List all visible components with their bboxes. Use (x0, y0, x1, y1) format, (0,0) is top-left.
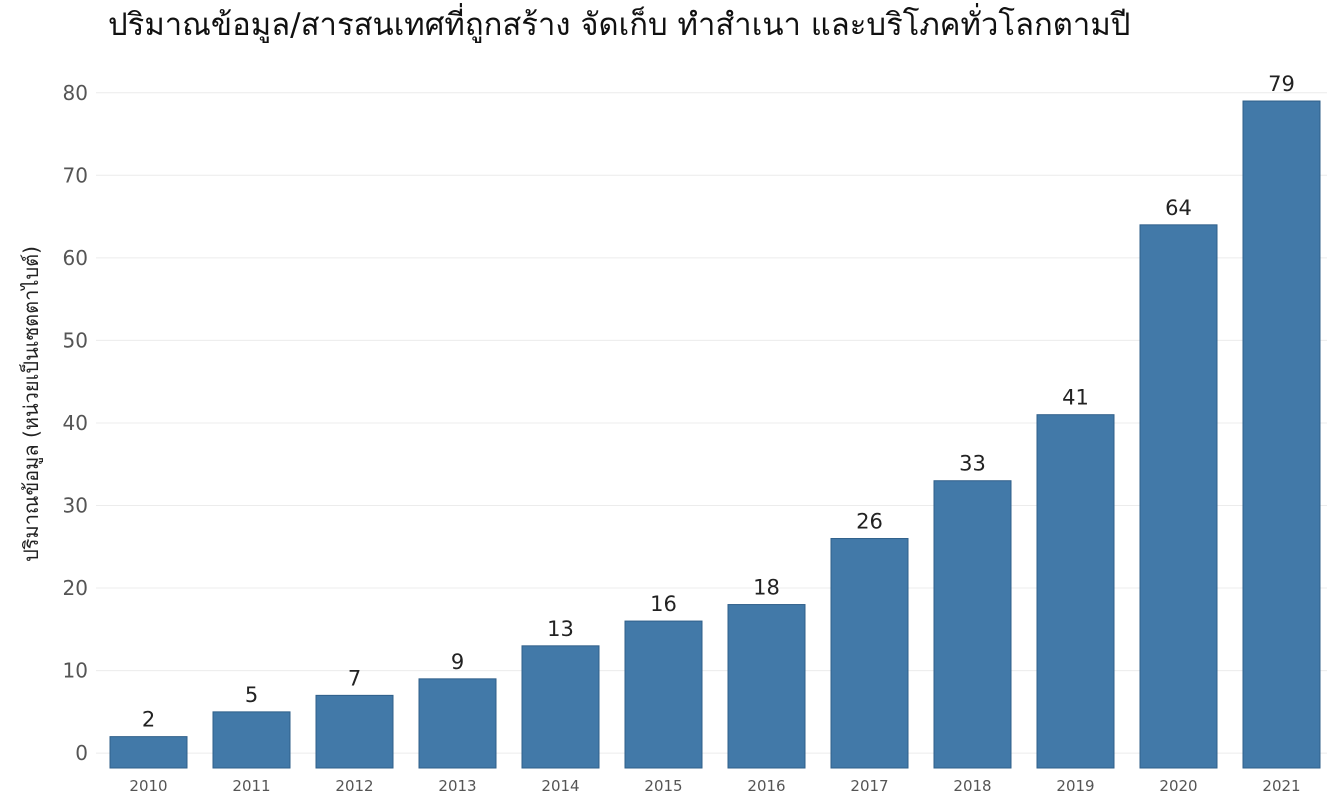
bar-2013 (418, 678, 497, 769)
y-tick-label: 60 (63, 246, 88, 270)
x-tick-label: 2018 (953, 777, 991, 795)
data-label: 7 (348, 666, 361, 690)
x-tick-label: 2013 (438, 777, 476, 795)
x-tick-label: 2017 (850, 777, 888, 795)
data-label: 64 (1165, 196, 1192, 220)
data-label: 26 (856, 510, 883, 534)
bar-2011 (212, 711, 291, 769)
data-label: 2 (142, 708, 155, 732)
y-tick-label: 30 (63, 494, 88, 518)
x-tick-label: 2016 (747, 777, 785, 795)
gridlines (96, 92, 1327, 754)
x-tick-label: 2014 (541, 777, 579, 795)
y-tick-label: 80 (63, 81, 88, 105)
y-tick-label: 50 (63, 328, 88, 352)
y-axis-label: ปริมาณข้อมูล (หน่วยเป็นเซตตาไบต์) (18, 246, 44, 562)
bar-2018 (933, 480, 1012, 769)
data-label: 79 (1268, 72, 1295, 96)
bars (109, 100, 1321, 769)
y-tick-label: 40 (63, 411, 88, 435)
chart-title: ปริมาณข้อมูล/สารสนเทศที่ถูกสร้าง จัดเก็บ… (108, 7, 1131, 43)
x-tick-label: 2011 (232, 777, 270, 795)
y-tick-label: 10 (63, 659, 88, 683)
data-label: 16 (650, 592, 677, 616)
y-tick-label: 20 (63, 576, 88, 600)
bar-2020 (1139, 224, 1218, 769)
data-label: 41 (1062, 386, 1089, 410)
x-tick-label: 2020 (1159, 777, 1197, 795)
x-axis-ticks: 2010 2011 2012 2013 2014 2015 2016 2017 2018 2019… (129, 777, 1300, 795)
bar-2017 (830, 538, 909, 769)
x-tick-label: 2015 (644, 777, 682, 795)
x-tick-label: 2010 (129, 777, 167, 795)
bar-2012 (315, 694, 394, 769)
bar-2016 (727, 604, 806, 769)
y-tick-label: 0 (75, 741, 88, 765)
x-tick-label: 2021 (1262, 777, 1300, 795)
y-tick-label: 70 (63, 163, 88, 187)
bar-2019 (1036, 414, 1115, 769)
bar-2015 (624, 620, 703, 769)
data-label: 9 (451, 650, 464, 674)
x-tick-label: 2019 (1056, 777, 1094, 795)
data-label: 18 (753, 576, 780, 600)
bar-2014 (521, 645, 600, 769)
data-label: 13 (547, 617, 574, 641)
x-tick-label: 2012 (335, 777, 373, 795)
bar-2010 (109, 736, 188, 769)
data-label: 33 (959, 452, 986, 476)
y-axis-ticks: 0 10 20 30 40 50 60 70 80 (63, 81, 88, 765)
data-label: 5 (245, 683, 258, 707)
bar-2021 (1242, 100, 1321, 769)
